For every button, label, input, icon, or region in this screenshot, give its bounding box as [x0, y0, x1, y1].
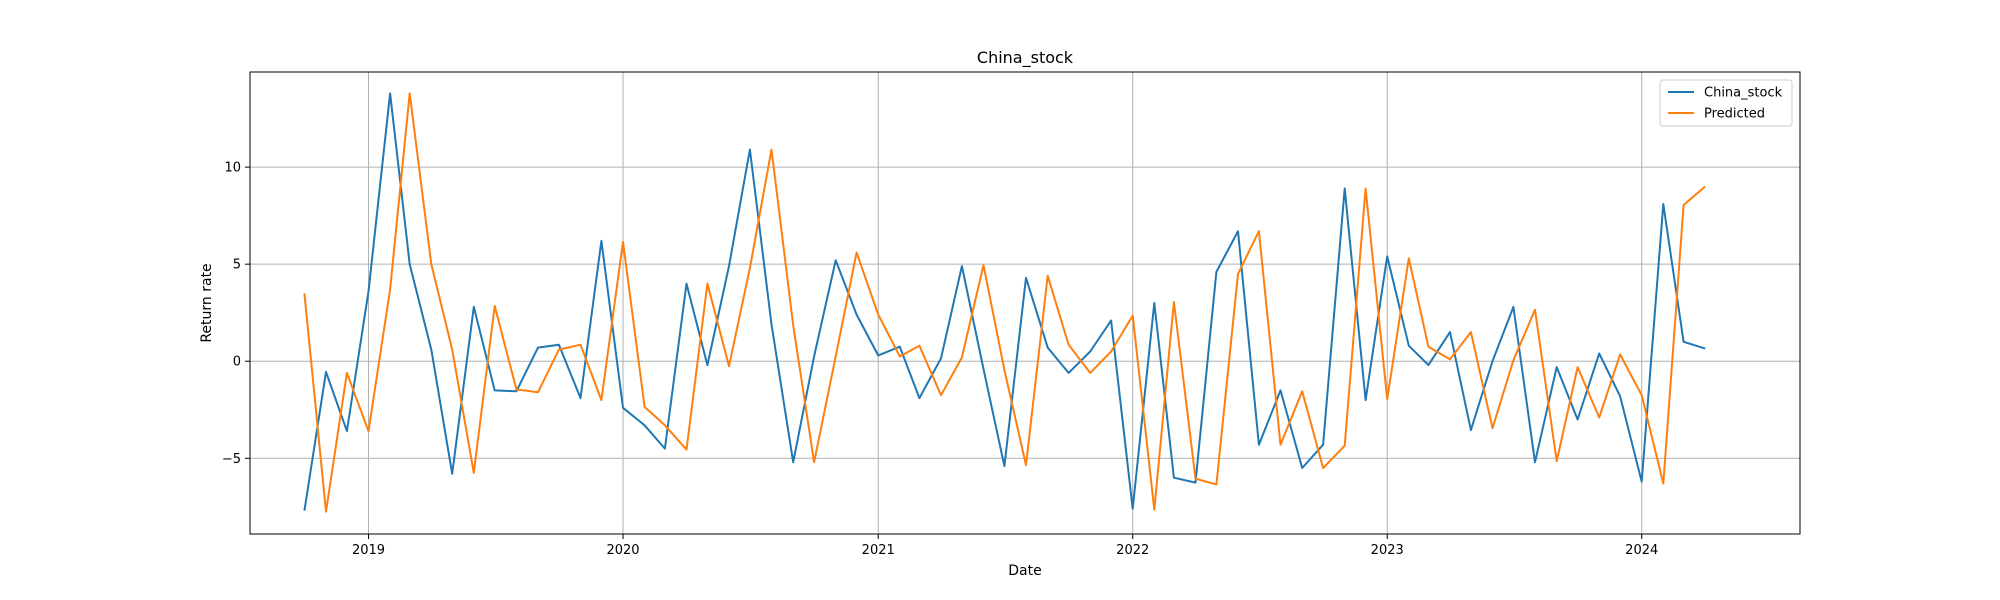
series-lines [303, 92, 1706, 513]
series-line-china-stock [303, 92, 1706, 511]
legend-label-china-stock: China_stock [1704, 86, 1783, 101]
series-line-predicted [303, 92, 1706, 513]
x-tick-label: 2024 [1625, 543, 1658, 558]
y-tick-label: −5 [222, 452, 241, 467]
legend-label-predicted: Predicted [1704, 107, 1765, 122]
y-tick-label: 5 [233, 258, 241, 273]
plot-frame [249, 71, 1801, 535]
y-tick-label: 10 [224, 161, 241, 176]
chart-title: China_stock [977, 48, 1074, 68]
x-tick-label: 2019 [352, 543, 385, 558]
x-tick-label: 2022 [1116, 543, 1149, 558]
x-tick-label: 2023 [1371, 543, 1404, 558]
x-tick-label: 2021 [862, 543, 895, 558]
axis-ticks: 2019 2020 2021 2022 2023 2024 −5 0 5 10 [222, 161, 1658, 558]
y-tick-label: 0 [233, 355, 241, 370]
x-tick-label: 2020 [606, 543, 639, 558]
x-axis-label: Date [1008, 563, 1041, 579]
y-axis-label: Return rate [199, 263, 215, 342]
legend: China_stock Predicted [1659, 79, 1793, 127]
